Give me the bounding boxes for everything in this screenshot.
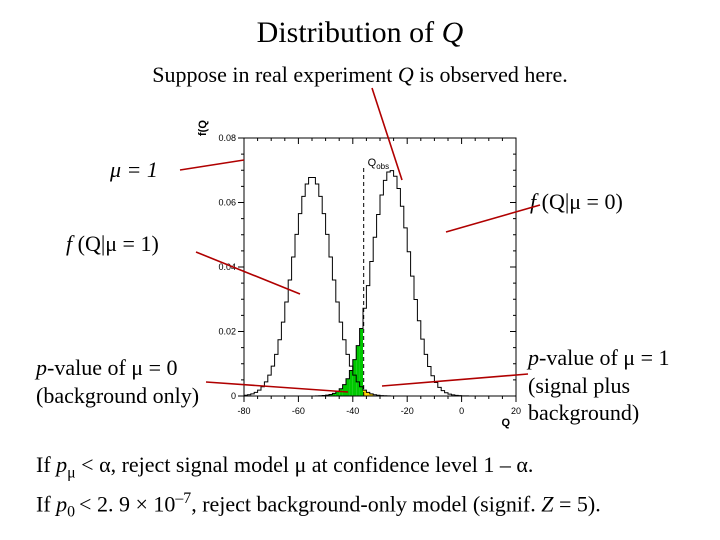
pv1-l2: (signal plus (528, 373, 630, 398)
svg-text:0.08: 0.08 (218, 133, 236, 143)
svg-text:20: 20 (511, 406, 521, 416)
subtitle-Q: Q (398, 62, 414, 87)
title-Q: Q (442, 16, 464, 49)
svg-text:-80: -80 (237, 406, 250, 416)
label-f-head: f (530, 189, 542, 214)
svg-text:Qobs: Qobs (368, 157, 389, 171)
line-reject-background: If p0 < 2. 9 × 10–7, reject background-o… (36, 490, 601, 522)
svg-text:0.06: 0.06 (218, 198, 236, 208)
label-f-head-2: f (66, 231, 78, 256)
label-f-q-mu1: f (Q|μ = 1) (66, 230, 159, 258)
pv1-tail: -value of μ = 1 (539, 345, 670, 370)
p0-Z: Z (541, 491, 553, 516)
svg-text:0.04: 0.04 (218, 262, 236, 272)
page-title: Distribution of Q (0, 16, 720, 50)
label-mu-1: μ = 1 (110, 156, 158, 184)
svg-text:-20: -20 (401, 406, 414, 416)
p0-e: , reject background-only model (signif. (191, 491, 541, 516)
pv0-l2: (background only) (36, 383, 199, 408)
svg-text:f(Q): f(Q) (197, 120, 209, 136)
pmu-a: If (36, 452, 56, 477)
chart-svg: Qobs -80 -60 -40 -20 0 20 0 0.02 0.04 0.06 0.08 Qf(Q… (192, 120, 522, 430)
svg-text:-40: -40 (346, 406, 359, 416)
label-fq0-tail: (Q|μ = 0) (542, 189, 623, 214)
subtitle-prefix: Suppose in real experiment (152, 62, 398, 87)
p0-c: < 2. 9 × 10 (79, 491, 175, 516)
p0-g: = 5). (554, 491, 601, 516)
pmu-c: < α, reject signal model μ at confidence… (76, 452, 534, 477)
p0-p: p (56, 491, 67, 516)
label-fq1-tail: (Q|μ = 1) (78, 231, 159, 256)
p0-sup: –7 (175, 490, 191, 507)
distribution-chart: Qobs -80 -60 -40 -20 0 20 0 0.02 0.04 0.06 0.08 Qf(Q… (192, 120, 522, 430)
svg-text:0.02: 0.02 (218, 327, 236, 337)
subtitle-suffix: is observed here. (414, 62, 568, 87)
svg-text:0: 0 (231, 391, 236, 401)
pv1-p: p (528, 345, 539, 370)
line-reject-signal: If pμ < α, reject signal model μ at conf… (36, 452, 533, 482)
subtitle: Suppose in real experiment Q is observed… (0, 62, 720, 88)
pmu-sub: μ (67, 464, 76, 481)
pv1-l3: background) (528, 400, 639, 425)
title-prefix: Distribution of (257, 16, 442, 49)
label-pvalue-mu0: p-value of μ = 0 (background only) (36, 354, 199, 409)
pmu-p: p (56, 452, 67, 477)
label-f-q-mu0: f (Q|μ = 0) (530, 188, 623, 216)
svg-text:0: 0 (459, 406, 464, 416)
svg-text:-60: -60 (292, 406, 305, 416)
p0-a: If (36, 491, 56, 516)
p0-sub: 0 (67, 504, 79, 521)
label-pvalue-mu1: p-value of μ = 1 (signal plus background… (528, 344, 670, 427)
pv0-tail: -value of μ = 0 (47, 355, 178, 380)
svg-text:Q: Q (501, 417, 510, 429)
pv0-p: p (36, 355, 47, 380)
